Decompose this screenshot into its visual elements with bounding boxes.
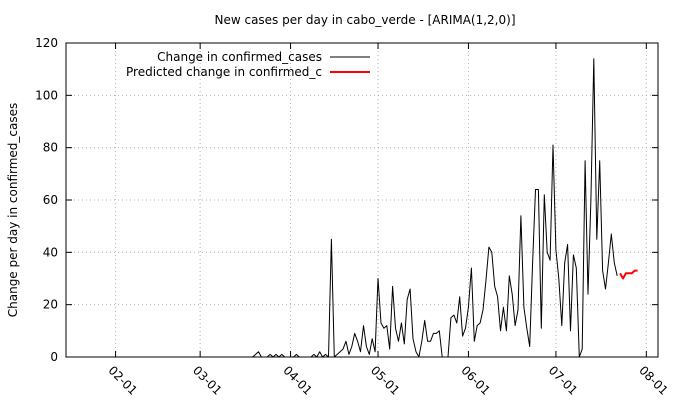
chart-title: New cases per day in cabo_verde - [ARIMA… — [214, 13, 515, 27]
x-tick-label: 06-01 — [458, 363, 493, 398]
x-tick-label: 04-01 — [280, 363, 315, 398]
legend-label-change: Change in confirmed_cases — [157, 50, 322, 64]
series-line-change — [86, 58, 618, 358]
y-tick-label: 40 — [43, 245, 58, 259]
series-line-predicted — [619, 269, 638, 280]
y-tick-label: 60 — [43, 193, 58, 207]
x-tick-label: 08-01 — [636, 363, 671, 398]
legend-label-predicted: Predicted change in confirmed_c — [126, 65, 322, 79]
y-tick-label: 80 — [43, 141, 58, 155]
y-tick-label: 20 — [43, 298, 58, 312]
x-tick-label: 03-01 — [190, 363, 225, 398]
legend: Change in confirmed_cases Predicted chan… — [126, 50, 370, 79]
series-layer — [86, 58, 638, 358]
y-tick-label: 0 — [50, 350, 58, 364]
y-tick-label: 100 — [35, 88, 58, 102]
x-tick-label: 07-01 — [546, 363, 581, 398]
x-tick-label: 05-01 — [368, 363, 403, 398]
grid — [66, 43, 658, 357]
y-tick-label: 120 — [35, 36, 58, 50]
x-tick-label: 02-01 — [105, 363, 140, 398]
y-axis-label: Change per day in confirmed_cases — [6, 103, 20, 318]
